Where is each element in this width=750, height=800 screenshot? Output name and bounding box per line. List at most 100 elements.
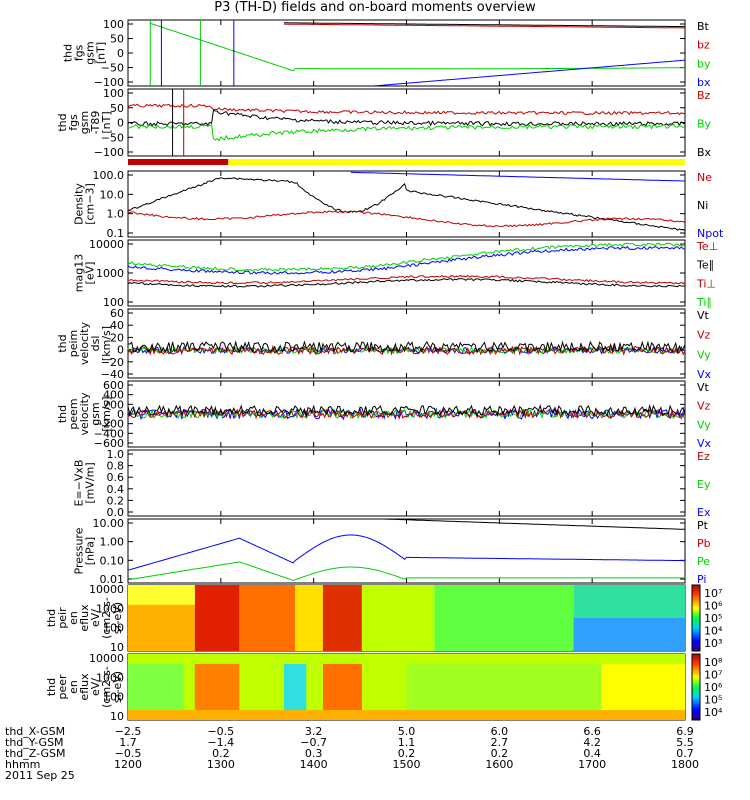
y-axis-label: sr-eV) (111, 671, 124, 703)
ni-trace (127, 177, 686, 232)
x-tick-label: 1300 (207, 758, 235, 771)
bz89-trace (127, 103, 686, 116)
x-tick-label: 1600 (485, 758, 513, 771)
spectrogram-cell (573, 618, 685, 651)
legend-label: Ez (697, 450, 710, 463)
y-axis-label: [nT] (95, 42, 108, 64)
y-tick-label: 400 (103, 389, 124, 402)
y-axis-label: E=−VxB (73, 460, 86, 507)
y-axis-label: [mV/m] (84, 462, 97, 503)
spectrogram-cell (322, 663, 362, 711)
y-axis-label: fgs (73, 44, 86, 61)
y-tick-label: 10 (110, 641, 124, 654)
legend-label: Vt (697, 381, 710, 394)
legend-label: Ne (697, 171, 712, 184)
y-tick-label: 600 (103, 379, 124, 392)
x-tick-label: 1.1 (398, 736, 416, 749)
y-tick-label: 0.0 (107, 506, 125, 519)
legend-label: by (697, 57, 711, 70)
y-axis-label: [nT] (100, 111, 113, 133)
y-axis-label: (cm2-s- (100, 597, 113, 639)
y-tick-label: 100 (103, 622, 124, 635)
y-axis-label: dsl (89, 336, 102, 352)
y-axis-label: thd (56, 334, 69, 352)
y-tick-label: 0.4 (107, 483, 125, 496)
y-tick-label: 0.6 (107, 471, 125, 484)
y-tick-label: 1.00 (100, 536, 125, 549)
colorbar-tick-label: 10³ (704, 637, 722, 650)
y-tick-label: 10000 (89, 583, 124, 596)
y-tick-label: 100 (103, 296, 124, 309)
legend-label: Vy (697, 348, 711, 361)
ne-trace (127, 210, 686, 228)
vt2-trace (127, 404, 686, 418)
colorbar-tick-label: 10⁴ (704, 706, 723, 719)
y-axis-label: gsm (84, 41, 97, 64)
y-tick-label: 10 (110, 710, 124, 723)
legend-label: Ey (697, 478, 711, 491)
y-axis-label: -T89 (89, 111, 102, 135)
colorbar-tick-label: 10⁵ (704, 694, 722, 707)
x-tick-label: 5.5 (676, 736, 694, 749)
y-tick-label: −100 (94, 76, 124, 89)
bz-trace (284, 23, 685, 29)
y-tick-label: 100 (103, 691, 124, 704)
x-tick-label: −2.5 (115, 725, 142, 738)
x-tick-label: 1800 (671, 758, 699, 771)
y-tick-label: −50 (101, 62, 124, 75)
spectrogram-cell (322, 585, 362, 651)
spectrogram-cell (128, 710, 685, 720)
x-tick-label: 6.0 (491, 725, 509, 738)
bx-trace (373, 59, 686, 87)
y-axis-label: sr-eV) (111, 602, 124, 634)
vt-trace (127, 340, 686, 354)
colorbar-tick-label: 10⁷ (704, 587, 722, 600)
y-tick-label: 60 (110, 307, 124, 320)
y-tick-label: −600 (94, 437, 124, 450)
y-tick-label: −200 (94, 418, 124, 431)
x-tick-label: 2.7 (491, 736, 509, 749)
spectrogram-cell (194, 585, 240, 651)
y-axis-label: Density (73, 183, 86, 225)
x-tick-label: 4.2 (583, 736, 601, 749)
spectrogram-cell (361, 585, 435, 651)
npot-trace (350, 171, 685, 182)
y-tick-label: 50 (110, 33, 124, 46)
colorbar-tick-label: 10⁵ (704, 612, 722, 625)
y-tick-label: 0.8 (107, 460, 125, 473)
vy-trace (127, 346, 686, 355)
x-axis-row-label: thd_Y-GSM (5, 736, 64, 749)
y-axis-label: en (67, 680, 80, 694)
x-axis-row-label: thd_X-GSM (5, 725, 65, 738)
x-tick-label: −0.5 (207, 725, 234, 738)
colorbar-tick-label: 10⁶ (704, 600, 723, 613)
legend-label: Pt (697, 519, 709, 532)
y-tick-label: 1000 (96, 671, 124, 684)
y-tick-label: 10000 (89, 238, 124, 251)
x-axis-row-label: thd_Z-GSM (5, 747, 65, 760)
colorbar-tick-label: 10⁸ (704, 656, 723, 669)
bx89-trace (127, 109, 686, 127)
y-axis-label: gsm (78, 111, 91, 134)
y-tick-label: 0 (117, 47, 124, 60)
legend-label: By (697, 118, 712, 131)
x-tick-label: 1400 (300, 758, 328, 771)
mode-bar-slow (228, 159, 685, 165)
y-axis-label: peer (56, 674, 69, 700)
panel-frame-fgs_gsm (127, 19, 686, 87)
x-tick-label: −1.4 (207, 736, 234, 749)
x-tick-label: 0.3 (305, 747, 323, 760)
y-axis-label: thd (62, 44, 75, 62)
x-tick-label: −0.5 (115, 747, 142, 760)
teperp-trace (127, 274, 686, 285)
legend-label: bx (697, 76, 711, 89)
y-tick-label: 1000 (96, 602, 124, 615)
legend-label: Vz (697, 329, 711, 342)
spectrogram-cell (128, 663, 184, 711)
x-tick-label: 0.7 (676, 747, 694, 760)
x-tick-label: 5.0 (398, 725, 416, 738)
y-tick-label: 1.0 (107, 448, 125, 461)
y-axis-label: mag13 (73, 254, 86, 292)
legend-label: Bt (697, 20, 710, 33)
pt-trace (384, 518, 686, 530)
